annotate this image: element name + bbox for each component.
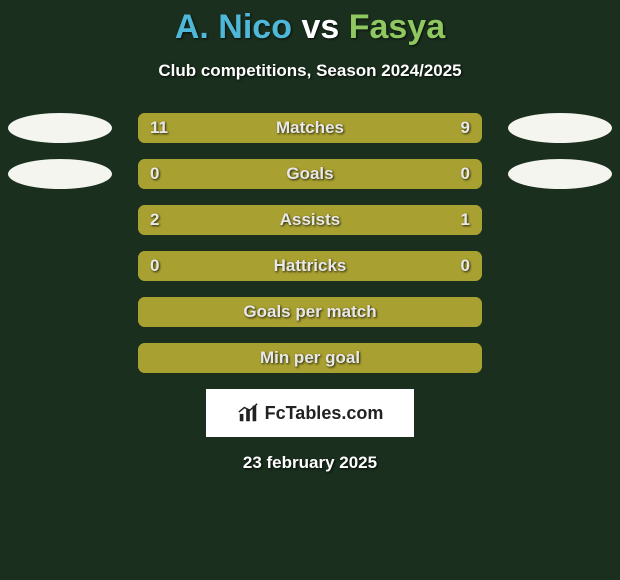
title-vs: vs bbox=[301, 8, 339, 46]
stat-row: Goals per match bbox=[138, 297, 482, 327]
bar-right bbox=[310, 159, 482, 189]
logo-text: FcTables.com bbox=[265, 403, 384, 424]
stat-row: Min per goal bbox=[138, 343, 482, 373]
bar-left bbox=[138, 251, 310, 281]
bar-left bbox=[138, 205, 368, 235]
player2-badge-bottom bbox=[508, 159, 612, 189]
stat-row: 00Goals bbox=[138, 159, 482, 189]
bar-right bbox=[310, 251, 482, 281]
bar-right bbox=[327, 113, 482, 143]
bar-left bbox=[138, 297, 482, 327]
chart-icon bbox=[237, 402, 259, 424]
bar-right bbox=[368, 205, 482, 235]
bar-right bbox=[138, 343, 482, 373]
page-title: A. Nico vs Fasya bbox=[0, 8, 620, 47]
date-line: 23 february 2025 bbox=[0, 453, 620, 473]
subtitle: Club competitions, Season 2024/2025 bbox=[0, 61, 620, 81]
player1-badge-bottom bbox=[8, 159, 112, 189]
bar-left bbox=[138, 113, 327, 143]
player1-badge-top bbox=[8, 113, 112, 143]
title-player2: Fasya bbox=[349, 8, 445, 46]
comparison-card: A. Nico vs Fasya Club competitions, Seas… bbox=[0, 0, 620, 473]
bar-left bbox=[138, 159, 310, 189]
stats-rows: 119Matches 00Goals 21Assists 00Hattricks Goa… bbox=[0, 113, 620, 373]
stat-row: 21Assists bbox=[138, 205, 482, 235]
fctables-logo: FcTables.com bbox=[206, 389, 414, 437]
stat-row: 00Hattricks bbox=[138, 251, 482, 281]
title-player1: A. Nico bbox=[175, 8, 292, 46]
player2-badge-top bbox=[508, 113, 612, 143]
stat-row: 119Matches bbox=[138, 113, 482, 143]
